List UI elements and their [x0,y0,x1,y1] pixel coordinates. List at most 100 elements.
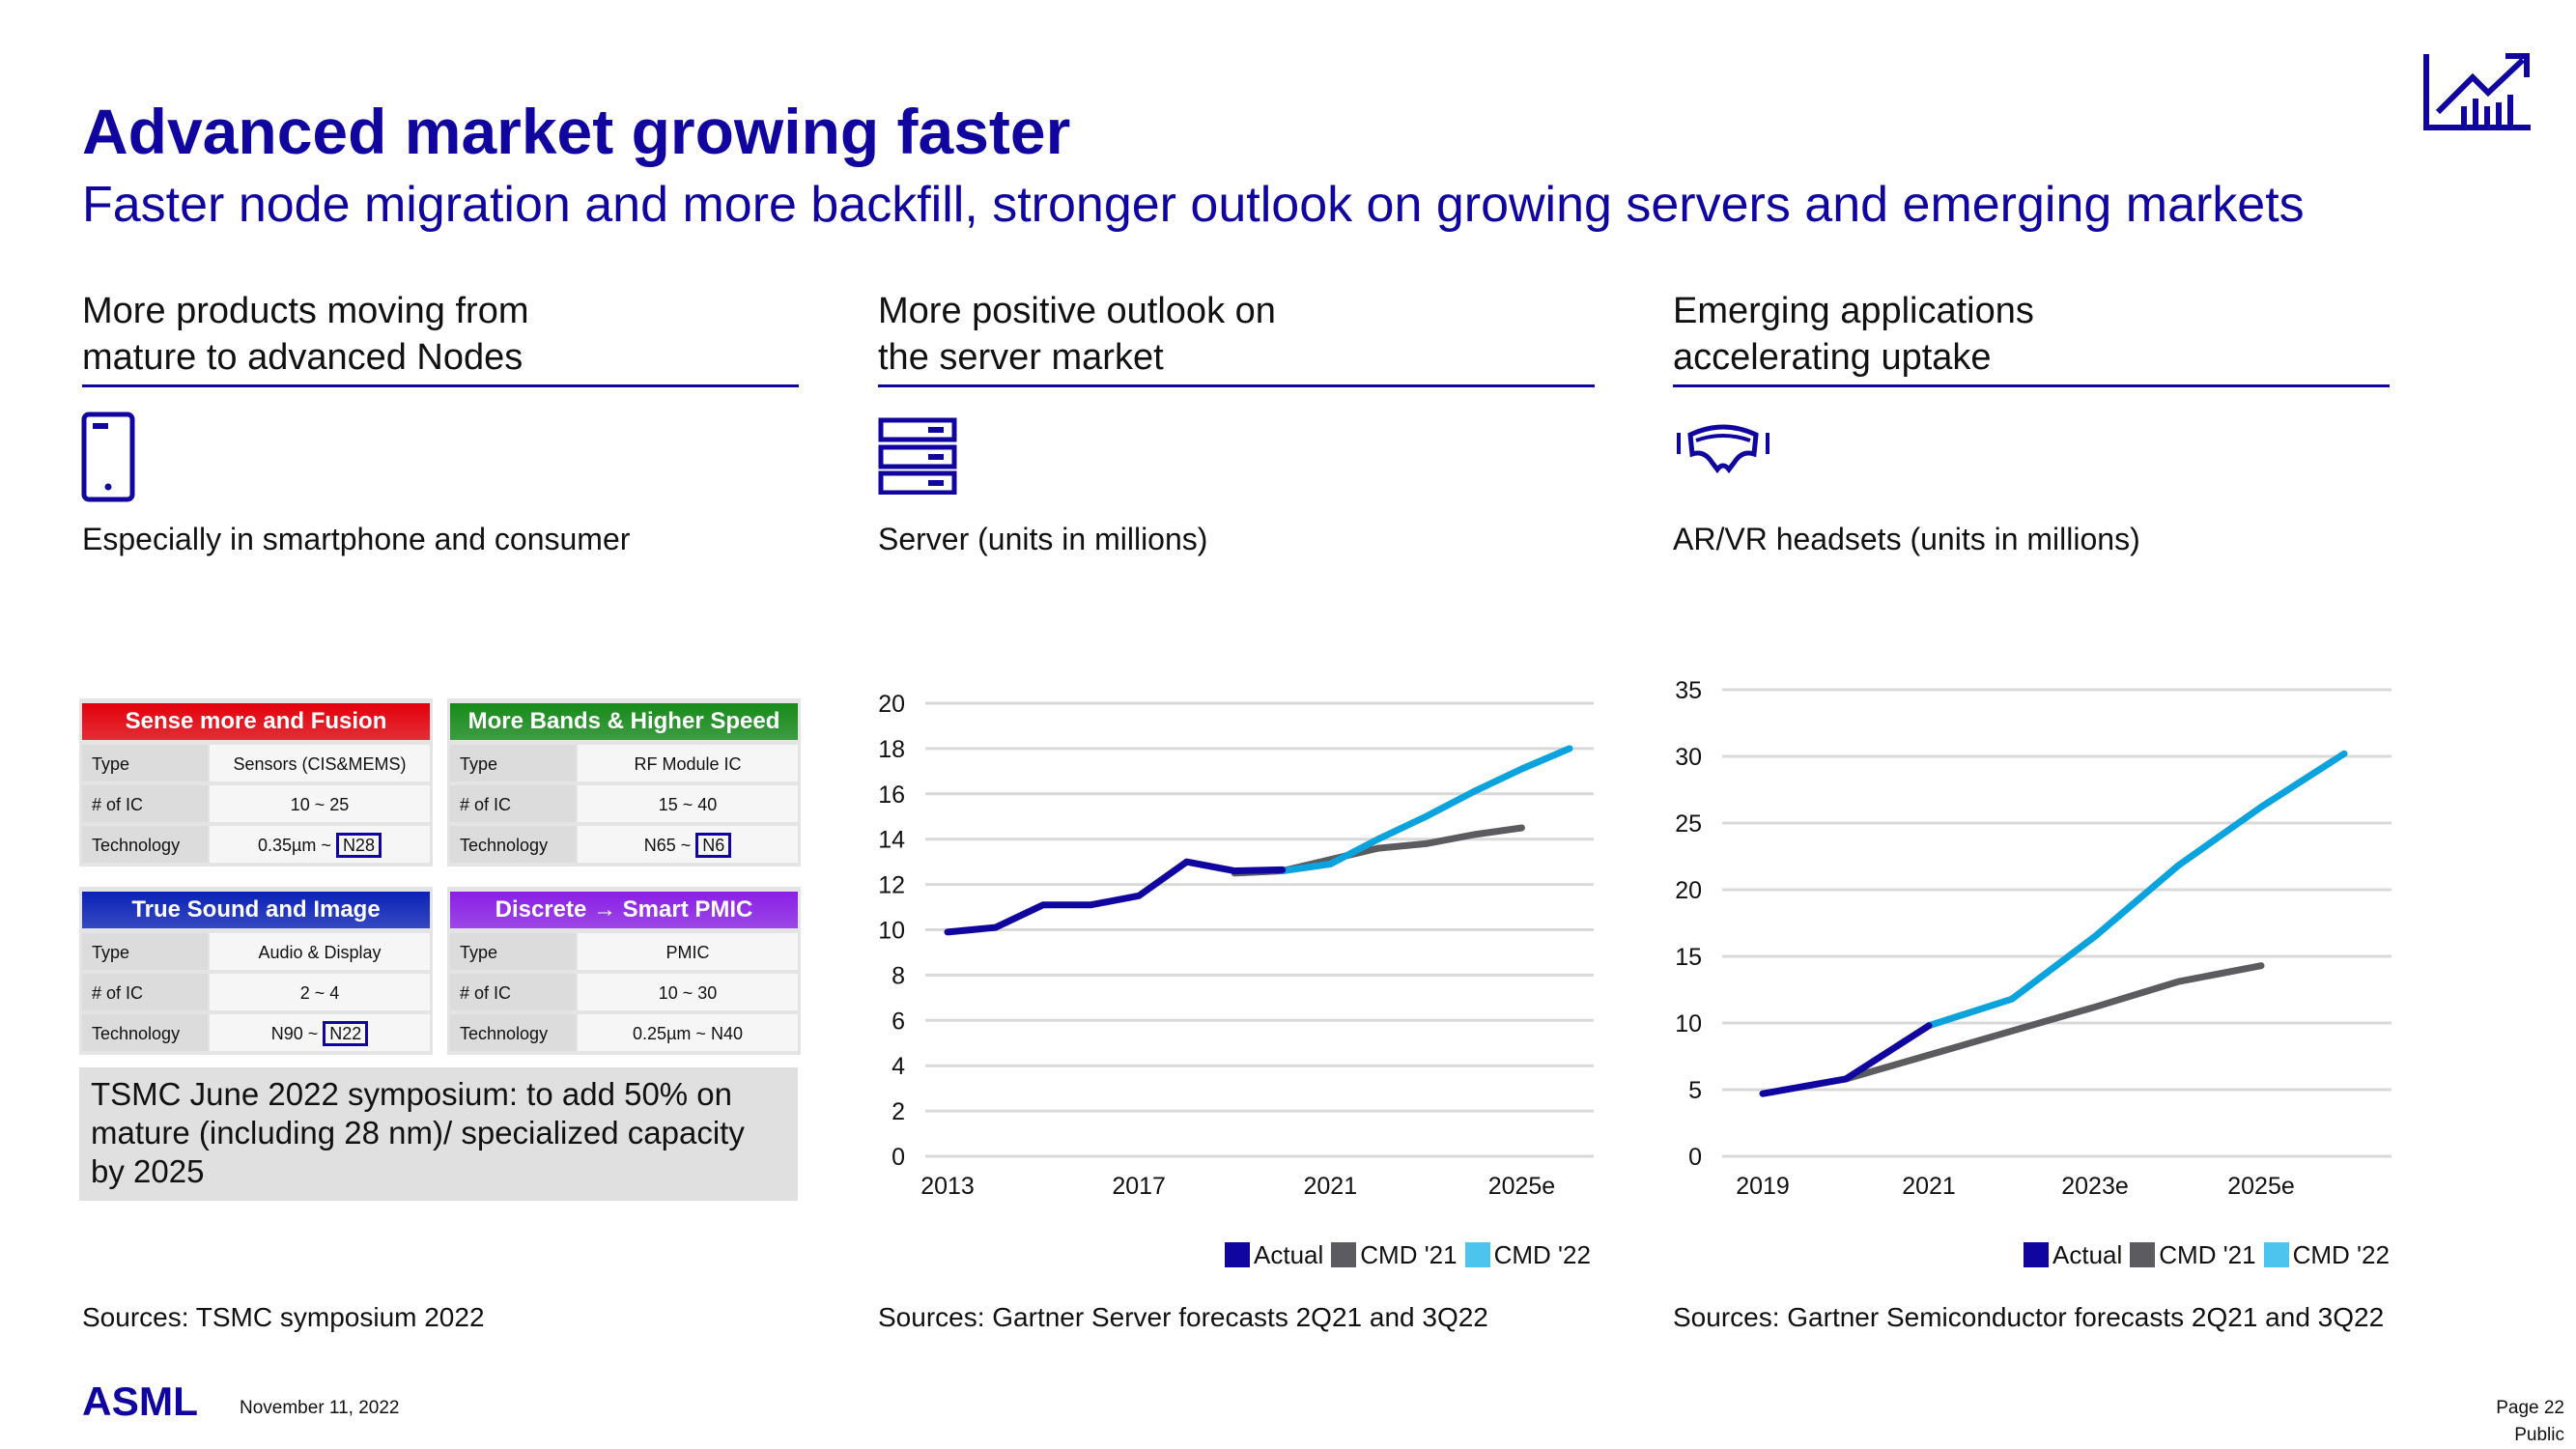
arvr-chart-legend: Actual CMD '21 CMD '22 [2024,1240,2390,1270]
y-tick-label: 30 [1675,744,1702,771]
series-line-cmd22 [1279,745,1573,875]
card-row: Type Sensors (CIS&MEMS) [82,745,430,783]
y-tick-label: 15 [1675,944,1702,971]
card-row: Technology N65 ~ N6 [450,826,798,865]
highlighted-node: N6 [695,833,732,858]
y-tick-label: 10 [878,918,905,945]
card-row: Type RF Module IC [450,745,798,783]
legend-label: CMD '22 [1493,1240,1591,1269]
card-title: Sense more and Fusion [82,703,430,740]
caption-server: Server (units in millions) [878,522,1208,556]
card-row-label: # of IC [82,974,208,1010]
card-row-label: Technology [82,1014,208,1051]
card-row: # of IC 10 ~ 25 [82,785,430,824]
card-row-label: Type [82,933,208,970]
card-row-label: # of IC [82,785,208,822]
card-row: # of IC 10 ~ 30 [450,974,798,1012]
smartphone-icon [81,412,135,502]
card-row-label: Technology [82,826,208,863]
legend-swatch [1331,1242,1357,1267]
x-tick-label: 2025e [1488,1173,1556,1200]
card-row-value: N90 ~ N22 [210,1014,430,1051]
column-heading: Emerging applications accelerating uptak… [1673,288,2390,387]
x-tick-label: 2021 [1303,1173,1357,1200]
card-row-value: 10 ~ 25 [210,785,430,822]
sources-nodes: Sources: TSMC symposium 2022 [82,1302,485,1332]
card-row: Type PMIC [450,933,798,972]
card-row-label: Technology [450,1014,576,1051]
column-heading: More products moving from mature to adva… [82,288,799,387]
card-row-value: 0.25µm ~ N40 [578,1014,798,1051]
product-card: Sense more and Fusion Type Sensors (CIS&ME… [79,698,433,867]
card-row-value: Audio & Display [210,933,430,970]
page-subtitle: Faster node migration and more backfill,… [82,177,2305,233]
card-row-value: Sensors (CIS&MEMS) [210,745,430,781]
card-row-value: 0.35µm ~ N28 [210,826,430,863]
column-heading: More positive outlook on the server mark… [878,288,1595,387]
caption-nodes: Especially in smartphone and consumer [82,522,631,556]
card-row-label: Type [450,745,576,781]
footer-date: November 11, 2022 [240,1398,400,1418]
column-server: More positive outlook on the server mark… [878,288,1595,387]
card-row-label: Technology [450,826,576,863]
server-chart-legend: Actual CMD '21 CMD '22 [1225,1240,1591,1270]
product-card: More Bands & Higher Speed Type RF Module I… [447,698,801,867]
legend-swatch [1464,1242,1490,1267]
card-row-label: # of IC [450,974,576,1010]
card-row-label: Type [450,933,576,970]
legend-swatch [2024,1242,2049,1267]
y-tick-label: 20 [1675,877,1702,904]
y-tick-label: 4 [892,1053,905,1080]
chart-growth-icon [2423,53,2531,130]
card-row-value: 15 ~ 40 [578,785,798,822]
y-tick-label: 12 [878,872,905,899]
card-title: Discrete → Smart PMIC [450,892,798,928]
card-row-value: PMIC [578,933,798,970]
y-tick-label: 2 [892,1098,905,1125]
x-tick-label: 2019 [1736,1173,1790,1200]
series-line-cmd21 [1842,962,2265,1083]
legend-swatch [1225,1242,1250,1267]
legend-label: Actual [1254,1240,1324,1269]
y-tick-label: 5 [1688,1077,1702,1104]
legend-item-actual: Actual [1225,1240,1323,1270]
y-tick-label: 35 [1675,677,1702,704]
y-tick-label: 8 [892,962,905,989]
card-row-label: Type [82,745,208,781]
legend-label: Actual [2052,1240,2123,1269]
y-tick-label: 6 [892,1008,905,1035]
page-title: Advanced market growing faster [82,96,1071,167]
highlighted-node: N28 [335,833,382,858]
card-title: More Bands & Higher Speed [450,703,798,740]
legend-item-actual: Actual [2024,1240,2122,1270]
y-tick-label: 25 [1675,810,1702,838]
column-arvr: Emerging applications accelerating uptak… [1673,288,2390,387]
sources-server: Sources: Gartner Server forecasts 2Q21 a… [878,1302,1488,1332]
card-row: Type Audio & Display [82,933,430,972]
x-tick-label: 2017 [1112,1173,1166,1200]
series-line-cmd21 [1231,824,1525,877]
x-tick-label: 2023e [2061,1173,2129,1200]
y-tick-label: 14 [878,827,905,854]
series-line-cmd22 [1925,750,2348,1030]
card-row: # of IC 15 ~ 40 [450,785,798,824]
sources-arvr: Sources: Gartner Semiconductor forecasts… [1673,1302,2385,1332]
x-tick-label: 2021 [1902,1173,1956,1200]
series-line-actual [944,858,1287,936]
y-tick-label: 20 [878,691,905,718]
highlighted-node: N22 [323,1021,369,1046]
y-tick-label: 10 [1675,1010,1702,1037]
x-tick-label: 2025e [2227,1173,2295,1200]
card-row-value: RF Module IC [578,745,798,781]
legend-label: CMD '21 [2159,1240,2256,1269]
card-row: Technology N90 ~ N22 [82,1014,430,1053]
legend-item-cmd21: CMD '21 [2130,1240,2256,1270]
page-number: Page 22 [2496,1398,2564,1418]
card-row: Technology 0.25µm ~ N40 [450,1014,798,1053]
server-icon [878,417,957,495]
card-row-value: N65 ~ N6 [578,826,798,863]
vr-headset-icon [1677,424,1769,474]
legend-label: CMD '21 [1360,1240,1458,1269]
caption-arvr: AR/VR headsets (units in millions) [1673,522,2140,556]
legend-label: CMD '22 [2292,1240,2390,1269]
